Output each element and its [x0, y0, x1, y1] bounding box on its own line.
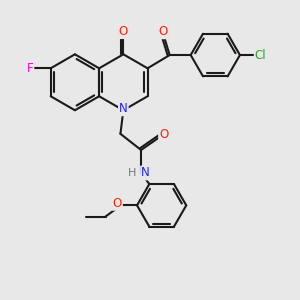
Text: O: O — [159, 128, 168, 141]
Text: Cl: Cl — [255, 49, 266, 62]
Text: O: O — [119, 25, 128, 38]
Text: F: F — [27, 62, 33, 75]
Text: N: N — [119, 102, 128, 115]
Text: O: O — [159, 25, 168, 38]
Text: O: O — [113, 197, 122, 210]
Text: N: N — [141, 167, 150, 179]
Text: H: H — [128, 168, 136, 178]
